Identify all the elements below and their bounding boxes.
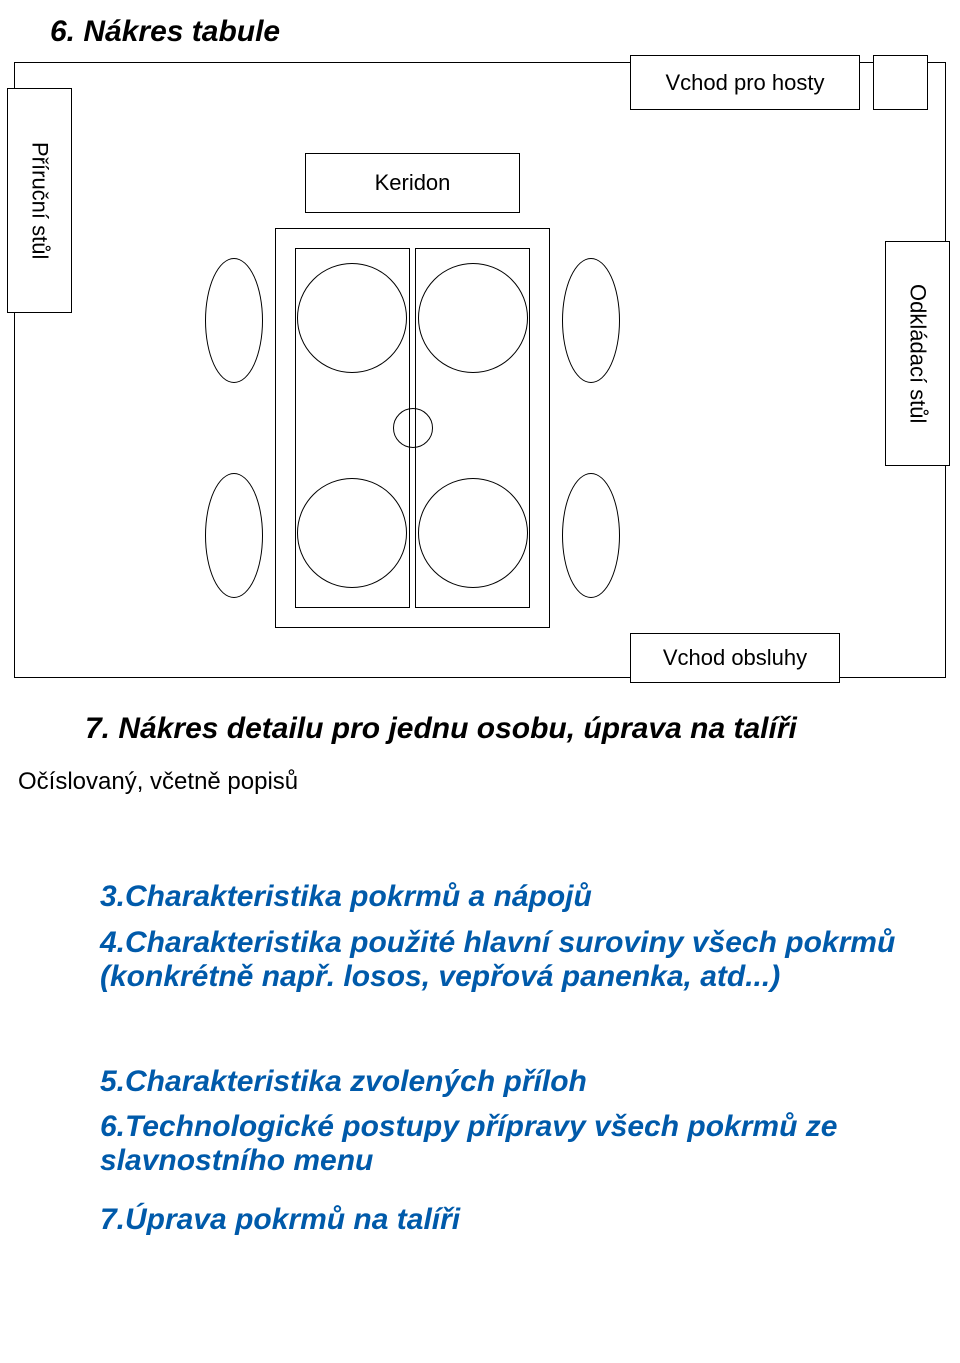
plate-circle	[418, 478, 528, 588]
entrance-guests-label: Vchod pro hosty	[666, 70, 825, 96]
list-item-4: 4.Charakteristika použité hlavní surovin…	[100, 926, 920, 994]
entrance-staff-box: Vchod obsluhy	[630, 633, 840, 683]
list-item-5: 5.Charakteristika zvolených příloh	[100, 1065, 920, 1099]
diagram-frame: Vchod pro hosty Příruční stůl Odkládací …	[14, 62, 946, 678]
storage-table-label: Odkládací stůl	[905, 284, 931, 423]
top-right-empty-box	[873, 55, 928, 110]
plate-circle	[297, 478, 407, 588]
side-table-left-box: Příruční stůl	[7, 88, 72, 313]
center-circle	[393, 408, 433, 448]
entrance-staff-label: Vchod obsluhy	[663, 645, 807, 671]
section-7-heading: 7. Nákres detailu pro jednu osobu, úprav…	[85, 712, 905, 746]
keridon-label: Keridon	[375, 170, 451, 196]
chair-ellipse	[205, 473, 263, 598]
side-table-left-label: Příruční stůl	[27, 142, 53, 259]
chair-ellipse	[562, 473, 620, 598]
section-7-subtitle: Očíslovaný, včetně popisů	[18, 768, 298, 796]
list-item-7: 7.Úprava pokrmů na talíři	[100, 1203, 920, 1237]
list-item-6: 6.Technologické postupy přípravy všech p…	[100, 1110, 920, 1178]
section-6-heading: 6. Nákres tabule	[50, 15, 280, 49]
chair-ellipse	[205, 258, 263, 383]
storage-table-box: Odkládací stůl	[885, 241, 950, 466]
chair-ellipse	[562, 258, 620, 383]
list-item-3: 3.Charakteristika pokrmů a nápojů	[100, 880, 920, 914]
keridon-box: Keridon	[305, 153, 520, 213]
plate-circle	[297, 263, 407, 373]
plate-circle	[418, 263, 528, 373]
entrance-guests-box: Vchod pro hosty	[630, 55, 860, 110]
